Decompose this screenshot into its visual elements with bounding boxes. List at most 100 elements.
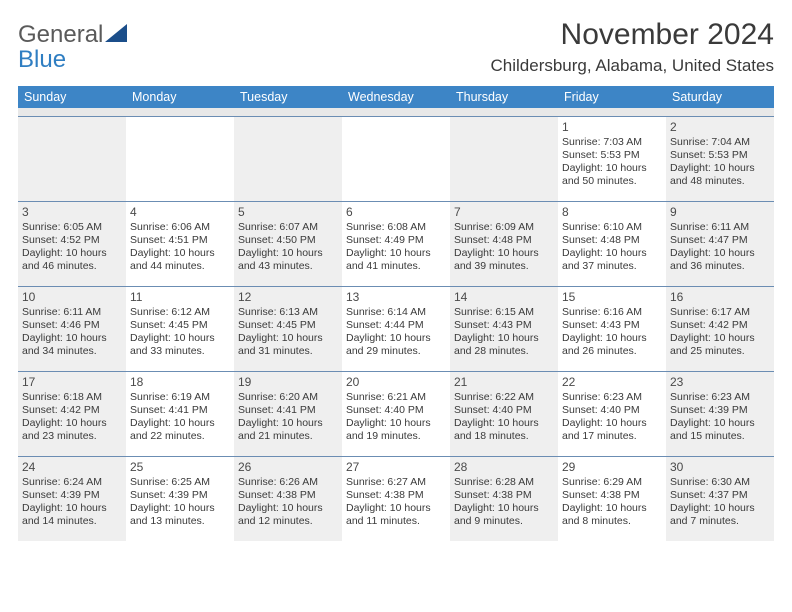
day-info: Sunrise: 6:29 AMSunset: 4:38 PMDaylight:… — [562, 476, 662, 529]
day-info: Sunrise: 6:15 AMSunset: 4:43 PMDaylight:… — [454, 306, 554, 359]
day-number: 29 — [562, 460, 662, 474]
day-info-line: Sunset: 4:49 PM — [346, 234, 446, 247]
day-cell: 19Sunrise: 6:20 AMSunset: 4:41 PMDayligh… — [234, 372, 342, 456]
day-cell: 3 Sunrise: 6:05 AMSunset: 4:52 PMDaylight… — [18, 202, 126, 286]
day-cell: 12 Sunrise: 6:13 AMSunset: 4:45 PMDayligh… — [234, 287, 342, 371]
day-cell: 13Sunrise: 6:14 AMSunset: 4:44 PMDayligh… — [342, 287, 450, 371]
day-info-line: and 31 minutes. — [238, 345, 338, 358]
day-info-line: and 39 minutes. — [454, 260, 554, 273]
day-number: 24 — [22, 460, 122, 474]
day-info-line: Sunrise: 6:11 AM — [670, 221, 770, 234]
day-cell: 14Sunrise: 6:15 AMSunset: 4:43 PMDayligh… — [450, 287, 558, 371]
day-info: Sunrise: 6:06 AMSunset: 4:51 PMDaylight:… — [130, 221, 230, 274]
day-cell: 22Sunrise: 6:23 AMSunset: 4:40 PMDayligh… — [558, 372, 666, 456]
month-title: November 2024 — [491, 18, 775, 52]
day-cell: 30 Sunrise: 6:30 AMSunset: 4:37 PMDayligh… — [666, 457, 774, 541]
day-info-line: Sunrise: 6:07 AM — [238, 221, 338, 234]
weekday-cell: Sunday — [18, 86, 126, 108]
day-info-line: Daylight: 10 hours — [454, 332, 554, 345]
day-number: 6 — [346, 205, 446, 219]
day-number: 4 — [130, 205, 230, 219]
day-info-line: Sunset: 4:41 PM — [130, 404, 230, 417]
day-info-line: Sunset: 4:39 PM — [22, 489, 122, 502]
day-number: 22 — [562, 375, 662, 389]
day-number: 2 — [670, 120, 770, 134]
day-info-line: Sunset: 4:45 PM — [238, 319, 338, 332]
day-info: Sunrise: 6:28 AMSunset: 4:38 PMDaylight:… — [454, 476, 554, 529]
day-info: Sunrise: 6:05 AMSunset: 4:52 PMDaylight:… — [22, 221, 122, 274]
day-info: Sunrise: 6:08 AMSunset: 4:49 PMDaylight:… — [346, 221, 446, 274]
day-cell: 29 Sunrise: 6:29 AMSunset: 4:38 PMDayligh… — [558, 457, 666, 541]
day-info-line: and 18 minutes. — [454, 430, 554, 443]
day-info-line: and 11 minutes. — [346, 515, 446, 528]
day-info: Sunrise: 6:22 AMSunset: 4:40 PMDaylight:… — [454, 391, 554, 444]
day-info-line: Daylight: 10 hours — [130, 332, 230, 345]
brand-logo: General Blue — [18, 18, 127, 72]
day-info-line: Sunrise: 6:17 AM — [670, 306, 770, 319]
day-cell: 8 Sunrise: 6:10 AMSunset: 4:48 PMDaylight… — [558, 202, 666, 286]
day-number: 23 — [670, 375, 770, 389]
day-info-line: and 46 minutes. — [22, 260, 122, 273]
day-info-line: Sunset: 4:42 PM — [22, 404, 122, 417]
day-number: 21 — [454, 375, 554, 389]
day-info-line: and 22 minutes. — [130, 430, 230, 443]
day-info-line: Daylight: 10 hours — [238, 247, 338, 260]
day-info-line: Sunrise: 6:13 AM — [238, 306, 338, 319]
day-info-line: Sunrise: 6:22 AM — [454, 391, 554, 404]
weeks-container: 1Sunrise: 7:03 AMSunset: 5:53 PMDaylight… — [18, 116, 774, 541]
day-number: 12 — [238, 290, 338, 304]
day-info-line: and 25 minutes. — [670, 345, 770, 358]
day-info-line: and 41 minutes. — [346, 260, 446, 273]
day-info-line: and 8 minutes. — [562, 515, 662, 528]
day-cell: 18Sunrise: 6:19 AMSunset: 4:41 PMDayligh… — [126, 372, 234, 456]
day-info-line: and 14 minutes. — [22, 515, 122, 528]
day-info: Sunrise: 6:16 AMSunset: 4:43 PMDaylight:… — [562, 306, 662, 359]
week-row: 24Sunrise: 6:24 AMSunset: 4:39 PMDayligh… — [18, 456, 774, 541]
day-info-line: Sunset: 4:41 PM — [238, 404, 338, 417]
day-info-line: Sunrise: 6:15 AM — [454, 306, 554, 319]
day-info-line: Daylight: 10 hours — [346, 332, 446, 345]
day-info-line: Sunrise: 6:24 AM — [22, 476, 122, 489]
day-info: Sunrise: 6:26 AMSunset: 4:38 PMDaylight:… — [238, 476, 338, 529]
day-info: Sunrise: 6:10 AMSunset: 4:48 PMDaylight:… — [562, 221, 662, 274]
day-info-line: Sunrise: 6:14 AM — [346, 306, 446, 319]
day-info-line: and 34 minutes. — [22, 345, 122, 358]
week-row: 10Sunrise: 6:11 AMSunset: 4:46 PMDayligh… — [18, 286, 774, 371]
day-cell: 5Sunrise: 6:07 AMSunset: 4:50 PMDaylight… — [234, 202, 342, 286]
day-info-line: Daylight: 10 hours — [562, 247, 662, 260]
day-number: 8 — [562, 205, 662, 219]
day-info-line: Sunset: 4:43 PM — [562, 319, 662, 332]
day-info-line: Sunset: 4:42 PM — [670, 319, 770, 332]
day-info: Sunrise: 7:03 AMSunset: 5:53 PMDaylight:… — [562, 136, 662, 189]
day-info-line: Sunset: 5:53 PM — [562, 149, 662, 162]
day-info: Sunrise: 6:21 AMSunset: 4:40 PMDaylight:… — [346, 391, 446, 444]
day-info-line: Sunset: 4:45 PM — [130, 319, 230, 332]
day-cell: 9Sunrise: 6:11 AMSunset: 4:47 PMDaylight… — [666, 202, 774, 286]
day-info-line: and 9 minutes. — [454, 515, 554, 528]
day-cell: 26Sunrise: 6:26 AMSunset: 4:38 PMDayligh… — [234, 457, 342, 541]
title-block: November 2024 Childersburg, Alabama, Uni… — [491, 18, 775, 76]
day-info-line: Sunset: 4:40 PM — [346, 404, 446, 417]
day-info-line: Sunrise: 6:10 AM — [562, 221, 662, 234]
day-info-line: and 7 minutes. — [670, 515, 770, 528]
day-info-line: Daylight: 10 hours — [670, 247, 770, 260]
day-info: Sunrise: 6:13 AMSunset: 4:45 PMDaylight:… — [238, 306, 338, 359]
day-info-line: Sunrise: 6:20 AM — [238, 391, 338, 404]
day-number: 3 — [22, 205, 122, 219]
day-info-line: Sunset: 4:47 PM — [670, 234, 770, 247]
day-info-line: Sunrise: 6:05 AM — [22, 221, 122, 234]
day-info-line: Sunset: 4:52 PM — [22, 234, 122, 247]
day-info: Sunrise: 6:11 AMSunset: 4:47 PMDaylight:… — [670, 221, 770, 274]
day-info-line: Sunrise: 6:06 AM — [130, 221, 230, 234]
week-row: 1Sunrise: 7:03 AMSunset: 5:53 PMDaylight… — [18, 116, 774, 201]
day-info-line: Sunset: 4:39 PM — [670, 404, 770, 417]
day-number: 30 — [670, 460, 770, 474]
day-info: Sunrise: 6:30 AMSunset: 4:37 PMDaylight:… — [670, 476, 770, 529]
day-info-line: Daylight: 10 hours — [130, 417, 230, 430]
day-cell: 15Sunrise: 6:16 AMSunset: 4:43 PMDayligh… — [558, 287, 666, 371]
day-info: Sunrise: 6:18 AMSunset: 4:42 PMDaylight:… — [22, 391, 122, 444]
day-info-line: Sunset: 4:43 PM — [454, 319, 554, 332]
day-cell: 28Sunrise: 6:28 AMSunset: 4:38 PMDayligh… — [450, 457, 558, 541]
day-info-line: and 29 minutes. — [346, 345, 446, 358]
day-info-line: Daylight: 10 hours — [562, 162, 662, 175]
